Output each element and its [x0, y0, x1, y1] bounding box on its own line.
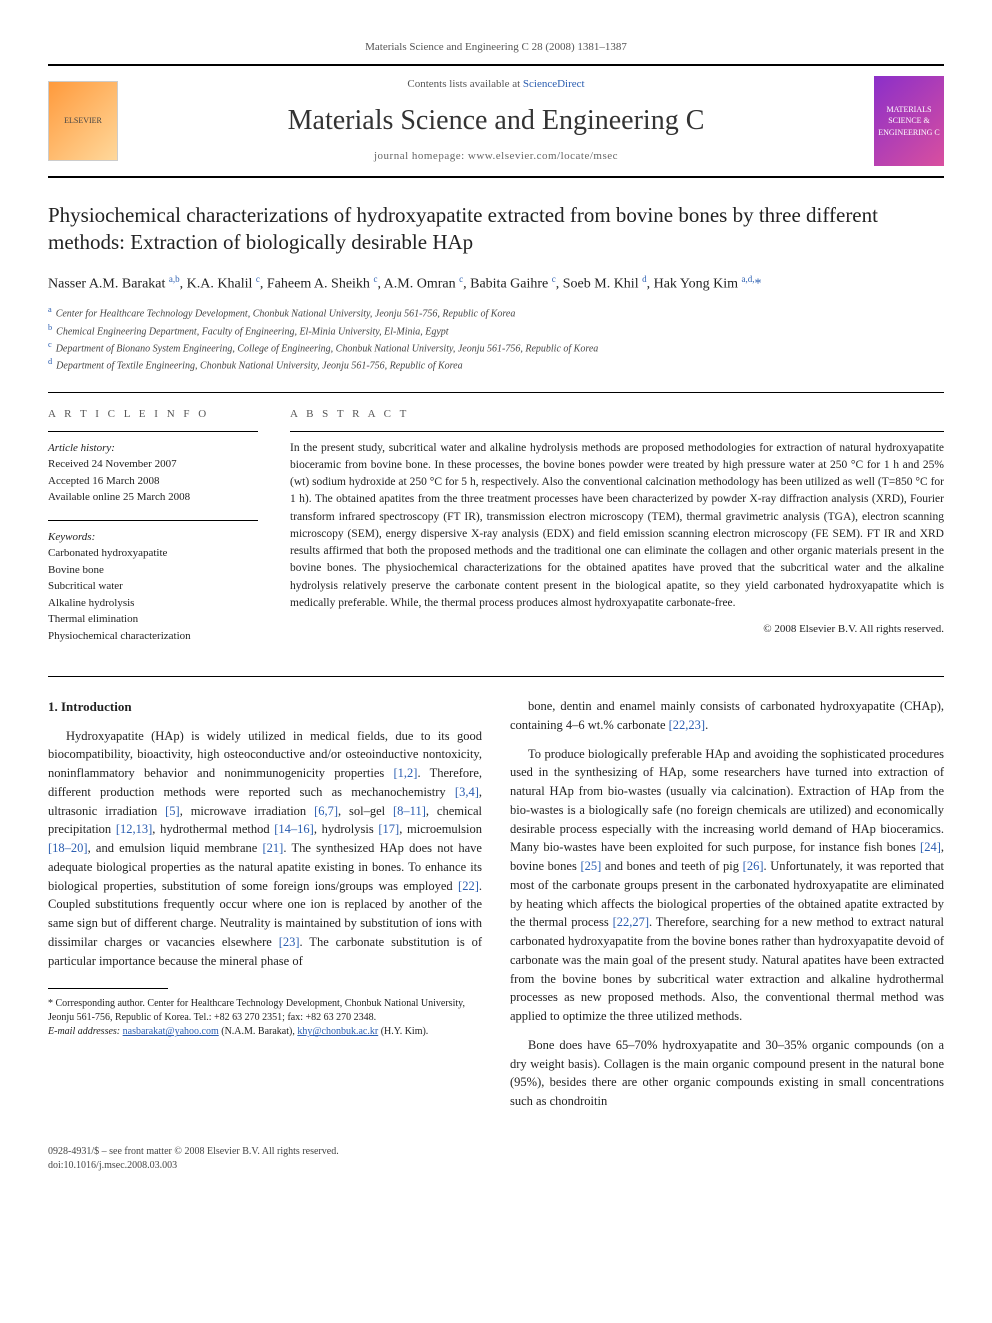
contents-prefix: Contents lists available at: [407, 78, 522, 90]
journal-title: Materials Science and Engineering C: [118, 101, 874, 142]
homepage-line: journal homepage: www.elsevier.com/locat…: [118, 149, 874, 165]
email-who-1: (N.A.M. Barakat),: [221, 1026, 295, 1037]
history-label: Article history:: [48, 440, 258, 457]
keywords-block: Keywords: Carbonated hydroxyapatiteBovin…: [48, 529, 258, 645]
history-accepted: Accepted 16 March 2008: [48, 473, 258, 490]
body-left-column: 1. Introduction Hydroxyapatite (HAp) is …: [48, 697, 482, 1121]
footer-copyright: 0928-4931/$ – see front matter © 2008 El…: [48, 1145, 339, 1174]
homepage-prefix: journal homepage:: [374, 150, 468, 162]
masthead-center: Contents lists available at ScienceDirec…: [118, 77, 874, 165]
keyword-item: Physiochemical characterization: [48, 628, 258, 645]
abstract-text: In the present study, subcritical water …: [290, 440, 944, 613]
corresponding-author-footnote: * Corresponding author. Center for Healt…: [48, 997, 482, 1039]
keyword-item: Subcritical water: [48, 578, 258, 595]
body-columns: 1. Introduction Hydroxyapatite (HAp) is …: [48, 697, 944, 1121]
footer: 0928-4931/$ – see front matter © 2008 El…: [48, 1145, 944, 1174]
journal-cover-icon: MATERIALS SCIENCE & ENGINEERING C: [874, 76, 944, 166]
email-link-1[interactable]: nasbarakat@yahoo.com: [123, 1026, 219, 1037]
abstract-copyright: © 2008 Elsevier B.V. All rights reserved…: [290, 622, 944, 638]
sciencedirect-link[interactable]: ScienceDirect: [523, 78, 585, 90]
footer-doi: doi:10.1016/j.msec.2008.03.003: [48, 1159, 339, 1174]
history-received: Received 24 November 2007: [48, 456, 258, 473]
elsevier-logo: ELSEVIER: [48, 81, 118, 161]
keyword-item: Bovine bone: [48, 562, 258, 579]
keyword-item: Thermal elimination: [48, 611, 258, 628]
body-right-column: bone, dentin and enamel mainly consists …: [510, 697, 944, 1121]
keyword-item: Alkaline hydrolysis: [48, 595, 258, 612]
article-title: Physiochemical characterizations of hydr…: [48, 202, 944, 257]
article-info-column: A R T I C L E I N F O Article history: R…: [48, 407, 258, 658]
footnote-corr: * Corresponding author. Center for Healt…: [48, 997, 482, 1025]
contents-line: Contents lists available at ScienceDirec…: [118, 77, 874, 93]
affiliations: aCenter for Healthcare Technology Develo…: [48, 304, 944, 373]
abstract-column: A B S T R A C T In the present study, su…: [290, 407, 944, 658]
email-who-2: (H.Y. Kim).: [381, 1026, 429, 1037]
homepage-url[interactable]: www.elsevier.com/locate/msec: [468, 150, 618, 162]
author-list: Nasser A.M. Barakat a,b, K.A. Khalil c, …: [48, 273, 944, 295]
email-label: E-mail addresses:: [48, 1026, 120, 1037]
masthead: ELSEVIER Contents lists available at Sci…: [48, 64, 944, 178]
email-link-2[interactable]: khy@chonbuk.ac.kr: [297, 1026, 378, 1037]
keyword-item: Carbonated hydroxyapatite: [48, 545, 258, 562]
article-history: Article history: Received 24 November 20…: [48, 440, 258, 506]
footnote-emails: E-mail addresses: nasbarakat@yahoo.com (…: [48, 1025, 482, 1039]
abstract-head: A B S T R A C T: [290, 407, 944, 423]
intro-heading: 1. Introduction: [48, 697, 482, 717]
article-info-head: A R T I C L E I N F O: [48, 407, 258, 423]
keywords-label: Keywords:: [48, 529, 258, 546]
body-paragraph: bone, dentin and enamel mainly consists …: [510, 697, 944, 735]
running-header: Materials Science and Engineering C 28 (…: [48, 40, 944, 56]
info-abstract-row: A R T I C L E I N F O Article history: R…: [48, 392, 944, 677]
keywords-list: Carbonated hydroxyapatiteBovine boneSubc…: [48, 545, 258, 644]
footnote-separator: [48, 988, 168, 989]
body-paragraph: Bone does have 65–70% hydroxyapatite and…: [510, 1036, 944, 1111]
body-paragraph: Hydroxyapatite (HAp) is widely utilized …: [48, 727, 482, 971]
history-online: Available online 25 March 2008: [48, 489, 258, 506]
body-paragraph: To produce biologically preferable HAp a…: [510, 745, 944, 1026]
